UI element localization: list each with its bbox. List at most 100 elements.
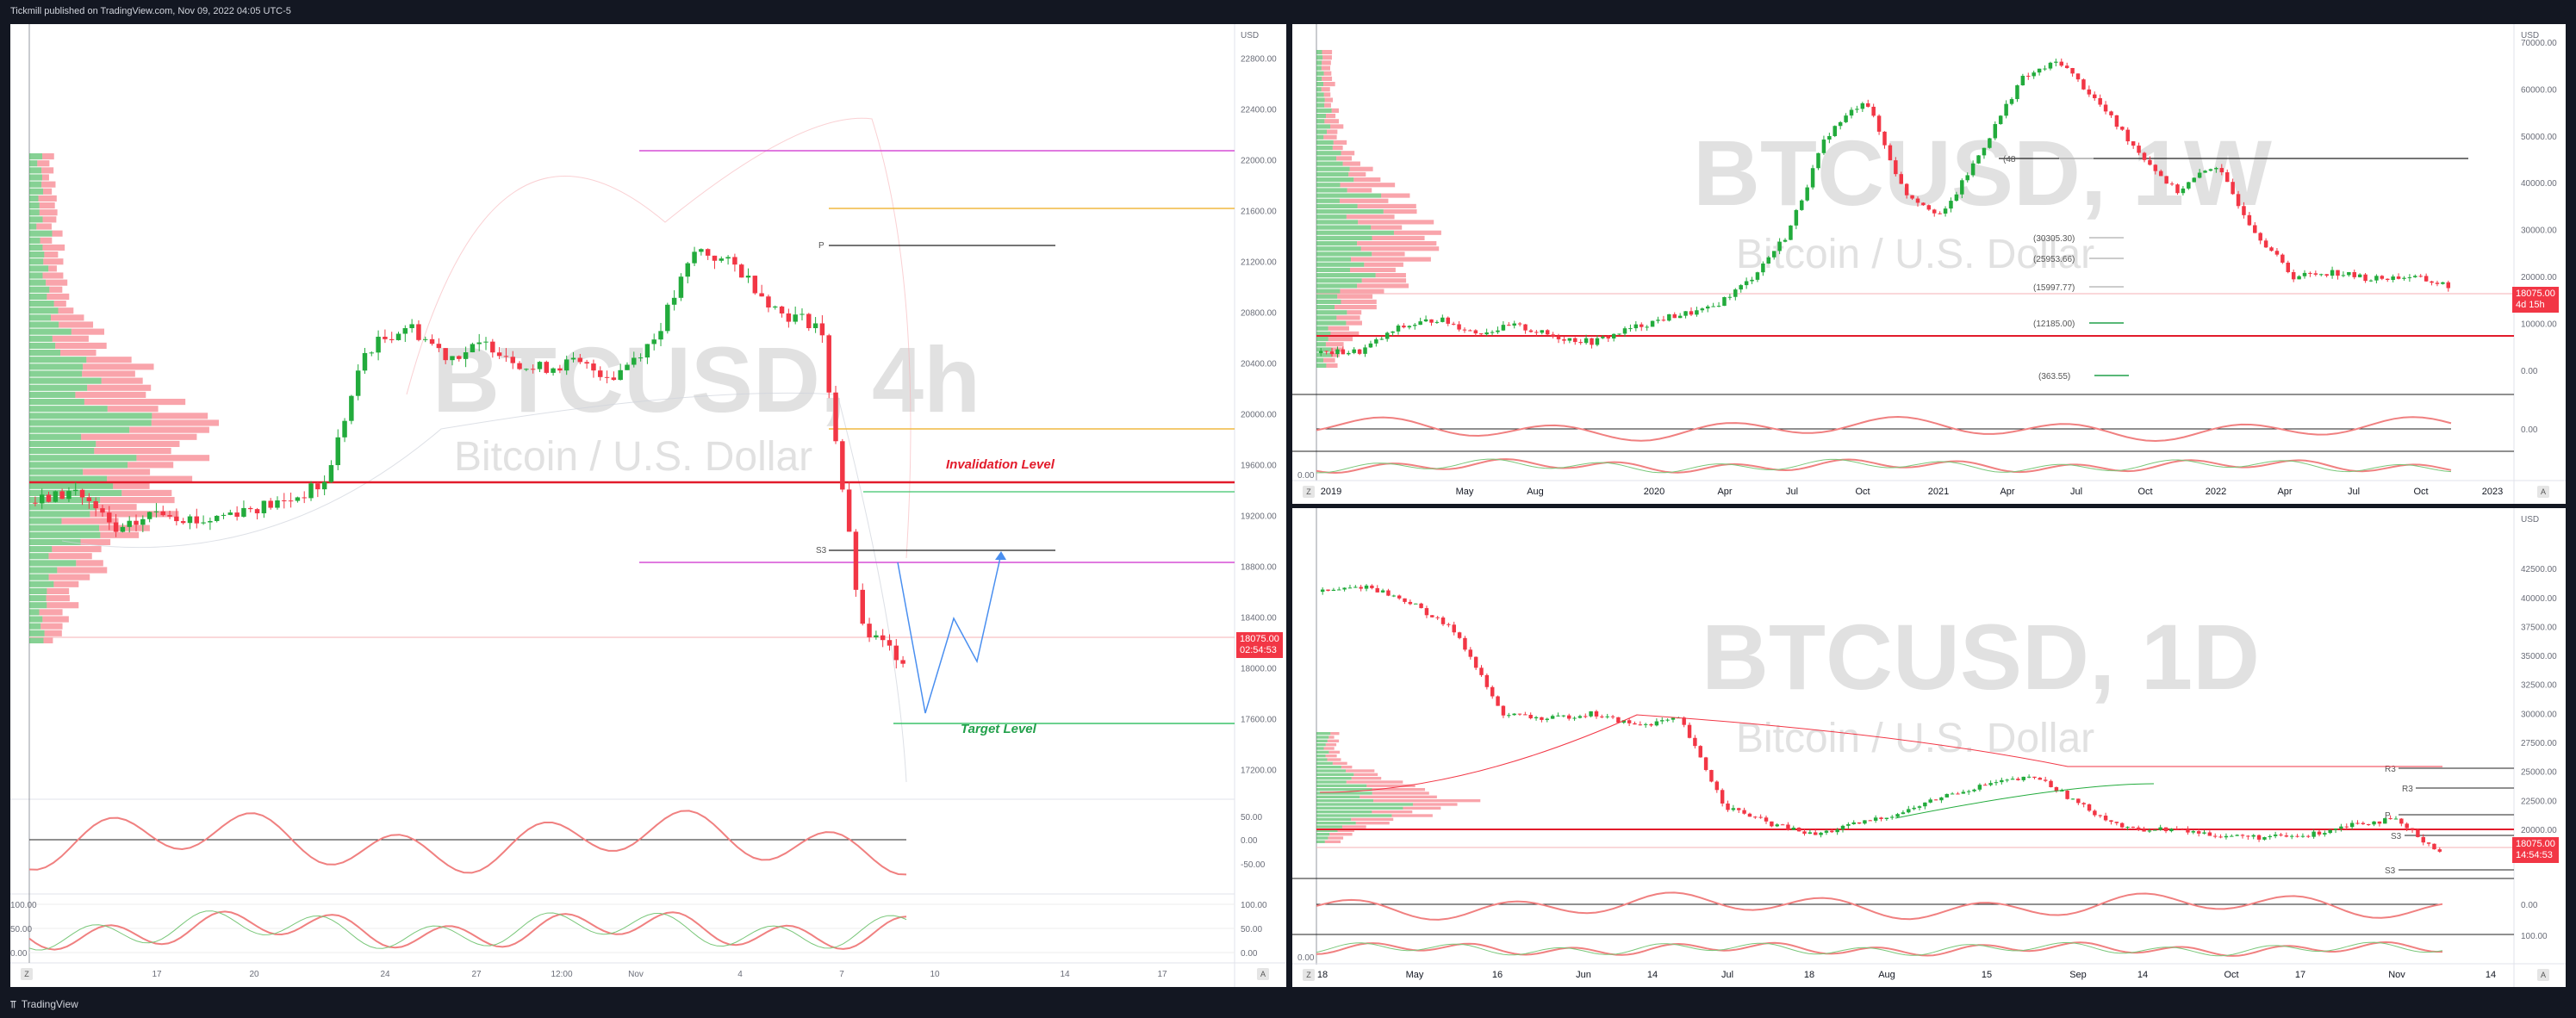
volume-profile-bar-up xyxy=(29,580,54,587)
volume-profile-bar-up xyxy=(1316,788,1372,791)
volume-profile-bar-up xyxy=(1316,736,1329,739)
volume-profile-bar-up xyxy=(1316,214,1347,220)
candle xyxy=(39,494,45,504)
volume-profile-bar-down xyxy=(1326,363,1338,368)
volume-profile-bar-up xyxy=(1316,342,1326,347)
candle xyxy=(2054,61,2058,63)
volume-profile-bar-down xyxy=(1330,732,1340,736)
volume-profile-bar-down xyxy=(1381,193,1410,198)
candle xyxy=(766,296,771,308)
candle xyxy=(1808,832,1813,834)
candle xyxy=(1705,306,1710,309)
volume-profile-bar-up xyxy=(29,419,152,426)
x-tick-label: May xyxy=(1456,487,1474,497)
auto-scale-badge[interactable]: A xyxy=(2537,969,2549,981)
candle xyxy=(1764,817,1769,822)
volume-profile-bar-up xyxy=(1316,829,1338,832)
volume-profile-bar-up xyxy=(1316,331,1331,336)
volume-profile-bar-down xyxy=(42,272,64,279)
y-tick-label: 19600.00 xyxy=(1241,462,1277,471)
volume-profile-bar-up xyxy=(29,370,83,377)
candle xyxy=(1802,831,1807,834)
candle xyxy=(819,323,825,336)
volume-profile-bar-down xyxy=(1391,814,1433,817)
candle xyxy=(611,377,617,381)
candle xyxy=(2169,829,2174,832)
volume-profile-bar-up xyxy=(29,230,53,237)
candle xyxy=(113,522,119,532)
y-tick-label: 70000.00 xyxy=(2521,39,2557,48)
chart-1d-svg[interactable]: USD 42500.00 40000.00 37500.00 35000.00 32500… xyxy=(1292,508,2566,987)
target-level-label: Target Level xyxy=(961,722,1036,736)
volume-profile-bar-up xyxy=(29,616,43,623)
candle xyxy=(1556,336,1561,339)
candle xyxy=(79,489,85,498)
candle xyxy=(2312,831,2316,837)
volume-profile-bar-up xyxy=(1316,357,1324,363)
candle xyxy=(1357,349,1362,354)
candle xyxy=(2070,798,2075,800)
y-tick-label: 17200.00 xyxy=(1241,767,1277,776)
candle xyxy=(510,357,515,363)
volume-profile-bar-up xyxy=(1316,246,1361,251)
candle xyxy=(1907,809,1911,813)
candle xyxy=(2148,159,2152,165)
stoch-line xyxy=(28,910,907,951)
chart-4h-svg[interactable]: USD 22800.00 22400.00 22000.00 21600.00 21200… xyxy=(10,24,1286,987)
x-tick-label: 2021 xyxy=(1928,487,1949,497)
candle xyxy=(2020,76,2025,86)
zoom-badge[interactable]: Z xyxy=(21,968,33,980)
volume-profile-bar-up xyxy=(29,153,43,160)
volume-profile-bar-down xyxy=(48,265,57,272)
candle xyxy=(2202,832,2206,834)
volume-profile-bar-down xyxy=(57,567,108,574)
candle xyxy=(1606,337,1611,339)
x-tick-label: Jun xyxy=(1576,970,1591,980)
zoom-badge[interactable]: Z xyxy=(1303,486,1315,498)
volume-profile-bar-down xyxy=(1349,166,1373,171)
volume-profile-bar-down xyxy=(60,350,96,357)
last-price-tag: 18075.00 4d 15h xyxy=(2512,287,2559,313)
volume-profile-bar-down xyxy=(1372,791,1429,795)
y-tick-label: 0.00 xyxy=(2521,367,2538,376)
volume-profile-bar-down xyxy=(44,251,59,258)
candle xyxy=(1429,319,1434,323)
volume-profile-bar-up xyxy=(29,546,53,553)
x-tick-label: 24 xyxy=(380,970,390,979)
chart-panel-1d[interactable]: BTCUSD, 1D Bitcoin / U.S. Dollar USD 4250… xyxy=(1292,508,2566,987)
y-tick-label: 18800.00 xyxy=(1241,563,1277,573)
candle xyxy=(2081,803,2086,804)
volume-profile-bar-down xyxy=(40,623,63,630)
volume-profile-bar-down xyxy=(1351,777,1382,780)
chart-panel-1w[interactable]: BTCUSD, 1W Bitcoin / U.S. Dollar USD 7000… xyxy=(1292,24,2566,504)
candle xyxy=(685,263,690,277)
volume-profile-bar-down xyxy=(83,469,151,475)
x-tick-label: 14 xyxy=(1647,970,1658,980)
volume-profile-bar-up xyxy=(1316,833,1330,836)
candle xyxy=(1496,330,1500,332)
volume-profile-bar-up xyxy=(1316,784,1367,787)
candle xyxy=(692,251,697,264)
candle xyxy=(2054,786,2059,791)
volume-profile-bar-down xyxy=(1328,736,1335,739)
candle xyxy=(1473,656,1478,668)
auto-scale-badge[interactable]: A xyxy=(1257,968,1269,980)
zoom-badge[interactable]: Z xyxy=(1303,969,1315,981)
candle xyxy=(1649,723,1653,726)
volume-profile-bar-up xyxy=(1316,65,1322,71)
candle xyxy=(2131,141,2136,146)
volume-profile-bar-up xyxy=(29,440,96,447)
volume-profile-bar-up xyxy=(1316,791,1372,795)
auto-scale-badge[interactable]: A xyxy=(2537,486,2549,498)
candle xyxy=(221,514,227,516)
x-tick-label: Apr xyxy=(1717,487,1732,497)
x-tick-label: 17 xyxy=(2295,970,2305,980)
volume-profile-bar-down xyxy=(1372,788,1426,791)
volume-profile-bar-down xyxy=(129,426,209,433)
candle xyxy=(2114,115,2119,127)
candle xyxy=(2421,836,2425,843)
candle xyxy=(1386,590,1391,596)
volume-profile-bar-up xyxy=(29,181,42,188)
chart-panel-4h[interactable]: BTCUSD, 4h Bitcoin / U.S. Dollar USD 2280… xyxy=(10,24,1286,987)
